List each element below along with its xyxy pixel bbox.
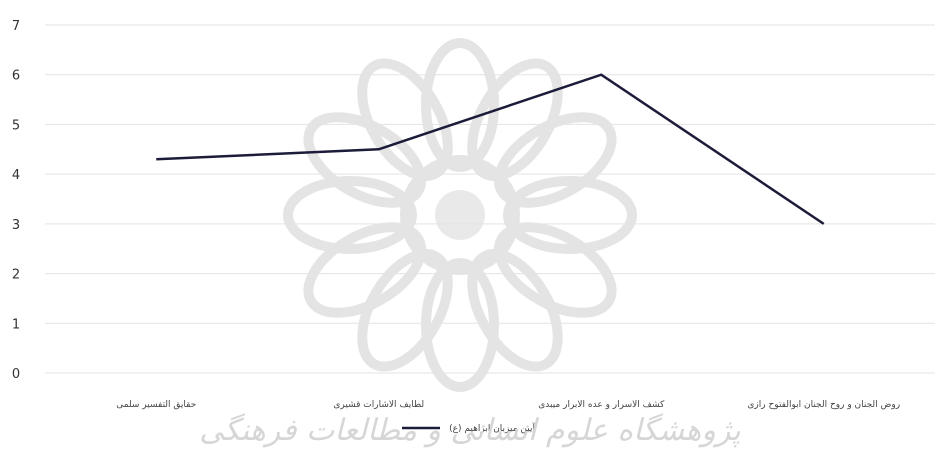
x-axis: حقایق التفسیر سلمی لطایف الاشارات قشیری کش…: [116, 400, 900, 410]
x-category-label: روض الجنان و روح الجنان ابوالفتوح رازی: [747, 400, 900, 410]
y-tick-label: 3: [12, 218, 20, 233]
watermark-petal: [421, 38, 499, 172]
y-tick-label: 6: [12, 69, 20, 84]
y-axis: 0 1 2 3 4 5 6 7: [12, 19, 20, 382]
y-tick-label: 7: [12, 19, 20, 34]
watermark-text: پژوهشگاه علوم انسانی و مطالعات فرهنگی: [199, 413, 741, 448]
watermark-core: [435, 190, 485, 240]
watermark-ring: [400, 155, 520, 275]
watermark-petal: [493, 222, 617, 318]
series-line-layer: [156, 73, 825, 225]
watermark-petal: [421, 258, 499, 392]
watermark-petal: [303, 112, 427, 208]
watermark-petal: [493, 112, 617, 208]
watermark-petal: [467, 248, 563, 372]
x-category-label: حقایق التفسیر سلمی: [116, 400, 196, 410]
y-tick-label: 5: [12, 118, 20, 133]
watermark-petal: [503, 176, 637, 254]
watermark-petal: [357, 58, 453, 182]
watermark-petal: [467, 58, 563, 182]
series-line: [156, 73, 825, 225]
legend-label: آیین میزبان ابراهیم (ع): [449, 422, 535, 434]
y-tick-label: 1: [12, 317, 20, 332]
x-category-label: کشف الاسرار و عده الابرار میبدی: [538, 400, 665, 410]
watermark-petal: [283, 176, 417, 254]
watermark-petal: [357, 248, 453, 372]
x-category-label: لطایف الاشارات قشیری: [333, 400, 424, 410]
y-tick-label: 4: [12, 168, 20, 183]
grid: [45, 24, 935, 374]
legend: آیین میزبان ابراهیم (ع): [402, 422, 535, 434]
watermark-petal: [303, 222, 427, 318]
y-tick-label: 0: [12, 367, 20, 382]
watermark-logo: [283, 38, 637, 392]
y-tick-label: 2: [12, 268, 20, 283]
